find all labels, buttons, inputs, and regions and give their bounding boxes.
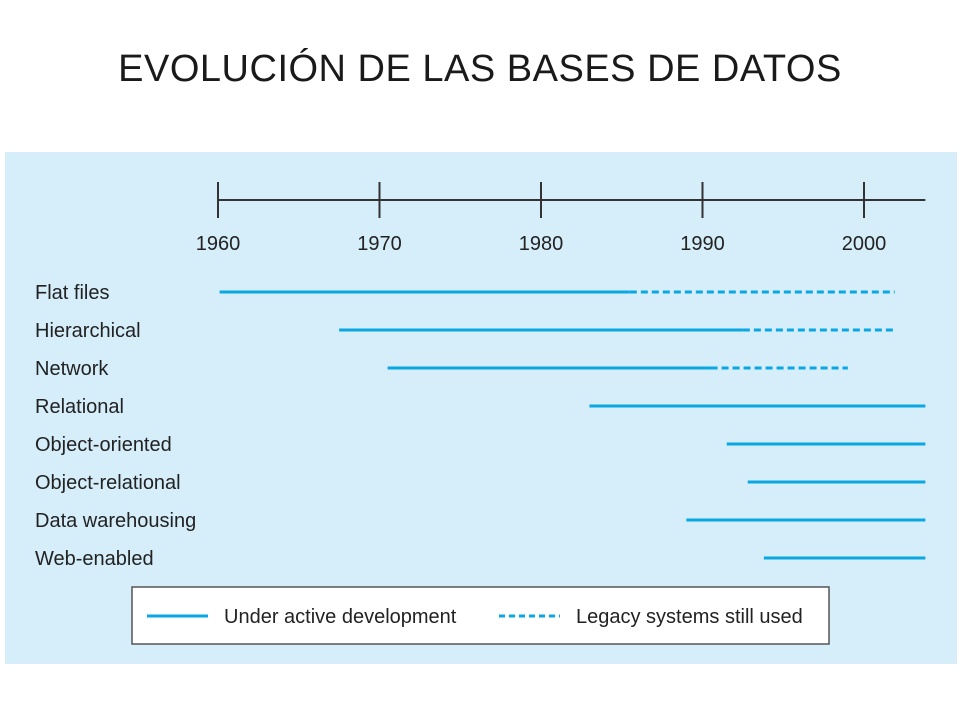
- category-label-flat-files: Flat files: [35, 282, 109, 304]
- category-label-data-warehousing: Data warehousing: [35, 510, 196, 532]
- category-label-relational: Relational: [35, 396, 124, 418]
- legend-active-label: Under active development: [224, 606, 457, 628]
- category-label-hierarchical: Hierarchical: [35, 320, 141, 342]
- axis-tick-label-1970: 1970: [357, 233, 402, 255]
- slide-title: EVOLUCIÓN DE LAS BASES DE DATOS: [118, 48, 842, 90]
- timeline-lines: [219, 290, 926, 560]
- time-axis: 1960 1970 1980 1990 2000: [196, 182, 926, 255]
- legend: Under active development Legacy systems …: [131, 586, 830, 645]
- axis-tick-label-1990: 1990: [680, 233, 725, 255]
- chart-panel-background: [5, 152, 957, 664]
- axis-tick-label-1980: 1980: [519, 233, 564, 255]
- timeline-chart-svg: 1960 1970 1980 1990 2000 Flat files Hierarchi…: [5, 152, 957, 664]
- category-label-web-enabled: Web-enabled: [35, 548, 154, 570]
- axis-tick-label-2000: 2000: [842, 233, 887, 255]
- legend-legacy-label: Legacy systems still used: [576, 606, 803, 628]
- category-label-object-oriented: Object-oriented: [35, 434, 172, 456]
- category-labels: Flat files Hierarchical Network Relational O…: [35, 282, 196, 570]
- legend-box: [131, 586, 830, 645]
- category-label-network: Network: [35, 358, 109, 380]
- axis-tick-label-1960: 1960: [196, 233, 241, 255]
- category-label-object-relational: Object-relational: [35, 472, 181, 494]
- timeline-chart: 1960 1970 1980 1990 2000 Flat files Hierarchi…: [5, 152, 957, 664]
